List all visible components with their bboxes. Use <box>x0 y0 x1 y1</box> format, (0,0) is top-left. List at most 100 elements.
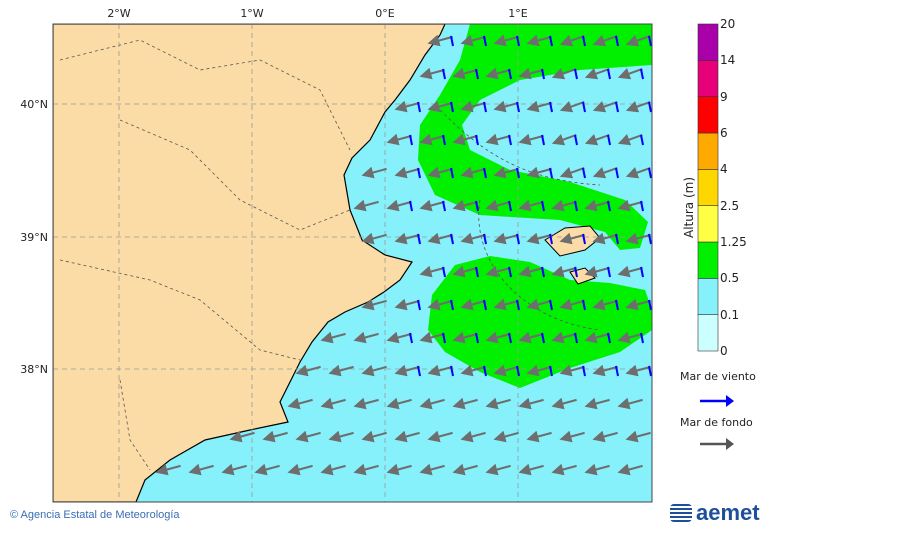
wind-sea-arrow <box>417 233 421 245</box>
swell-arrow <box>584 133 610 146</box>
swell-arrow <box>551 463 577 476</box>
wind-sea-arrow <box>483 35 487 47</box>
swell-arrow <box>493 166 519 179</box>
swell-arrow <box>262 430 288 443</box>
wind-sea-arrow <box>648 167 652 179</box>
swell-arrow <box>592 298 618 311</box>
swell-arrow <box>394 232 420 245</box>
swell-arrow <box>592 34 618 47</box>
colorbar-tick: 0.1 <box>720 307 740 322</box>
aemet-logo: aemet <box>670 500 760 526</box>
wind-sea-arrow <box>475 332 479 344</box>
swell-arrow <box>295 364 321 377</box>
wind-sea-arrow <box>508 266 512 278</box>
swell-arrow <box>526 430 552 443</box>
lon-label: 1°E <box>508 7 527 20</box>
swell-arrow <box>592 364 618 377</box>
swell-arrow <box>625 364 651 377</box>
swell-arrow <box>419 67 445 80</box>
colorbar-tick: 6 <box>720 126 728 140</box>
wind-sea-arrow <box>442 266 446 278</box>
colorbar-segment <box>697 241 719 279</box>
wind-sea-arrow <box>607 68 611 80</box>
colorbar-tick: 14 <box>720 53 736 68</box>
swell-arrow <box>559 166 585 179</box>
graticule <box>53 24 652 502</box>
swell-arrow <box>419 133 445 146</box>
wind-sea-arrow <box>640 200 644 212</box>
swell-arrow <box>592 100 618 113</box>
wind-sea-arrow <box>541 332 545 344</box>
swell-arrow <box>584 199 610 212</box>
wind-sea-arrow <box>442 134 446 146</box>
wind-sea-arrow <box>574 332 578 344</box>
wind-sea-arrow <box>475 266 479 278</box>
swell-arrow <box>394 298 420 311</box>
swell-arrow <box>617 133 643 146</box>
swell-arrow <box>559 298 585 311</box>
swell-arrow <box>493 430 519 443</box>
legend-swell: Mar de fondo <box>680 416 753 429</box>
swell-arrow <box>427 364 453 377</box>
wind-sea-arrow <box>574 68 578 80</box>
swell-arrow <box>551 199 577 212</box>
wind-sea-arrow <box>615 101 619 113</box>
swell-arrow <box>518 67 544 80</box>
swell-arrow <box>625 232 651 245</box>
wind-sea-arrow <box>483 233 487 245</box>
wind-sea-arrow <box>549 167 553 179</box>
wind-sea-arrow <box>541 68 545 80</box>
swell-arrow <box>221 463 247 476</box>
aemet-emblem-icon <box>670 504 692 522</box>
wind-sea-arrowhead <box>726 395 734 407</box>
lat-label: 38°N <box>20 363 48 376</box>
swell-arrow <box>295 430 321 443</box>
swell-arrow <box>518 265 544 278</box>
swell-arrow <box>361 298 387 311</box>
swell-arrow <box>229 430 255 443</box>
colorbar-segment <box>697 205 719 243</box>
swell-arrow <box>353 397 379 410</box>
colorbar-tick: 4 <box>720 162 728 177</box>
swell-arrow <box>320 331 346 344</box>
swell-arrow <box>551 67 577 80</box>
swell-arrow <box>493 364 519 377</box>
swell-arrow <box>584 463 610 476</box>
wind-sea-arrow <box>442 200 446 212</box>
swell-arrow <box>386 463 412 476</box>
credit-text: © Agencia Estatal de Meteorología <box>10 509 180 521</box>
swell-arrow <box>155 463 181 476</box>
colorbar-segment <box>697 169 719 206</box>
colorbar-tick: 1.25 <box>720 235 747 249</box>
wind-sea-arrow <box>508 68 512 80</box>
wind-sea-arrow <box>582 35 586 47</box>
swell-arrow <box>559 232 585 245</box>
swell-arrow <box>460 298 486 311</box>
wind-sea-arrow <box>549 233 553 245</box>
colorbar-tick: 0.5 <box>720 271 740 286</box>
lat-label: 40°N <box>20 98 48 111</box>
wind-sea-arrow <box>450 35 454 47</box>
swell-arrow <box>188 463 214 476</box>
swell-arrow <box>452 397 478 410</box>
swell-arrow <box>518 199 544 212</box>
swell-arrow <box>584 67 610 80</box>
wind-sea-arrow <box>582 299 586 311</box>
wind-sea-arrow <box>582 233 586 245</box>
swell-arrow <box>559 364 585 377</box>
swell-arrow <box>584 265 610 278</box>
swell-arrow <box>625 166 651 179</box>
wind-sea-arrow <box>549 101 553 113</box>
swell-arrow <box>452 133 478 146</box>
swell-arrow <box>518 397 544 410</box>
swell-arrow <box>617 265 643 278</box>
swell-arrow <box>386 133 412 146</box>
wind-sea-arrow <box>549 35 553 47</box>
wind-sea-arrow <box>442 68 446 80</box>
swell-arrow <box>625 34 651 47</box>
swell-arrow <box>361 430 387 443</box>
wind-sea-arrow <box>516 299 520 311</box>
wave-arrows <box>155 34 652 476</box>
map-frame <box>52 23 653 503</box>
